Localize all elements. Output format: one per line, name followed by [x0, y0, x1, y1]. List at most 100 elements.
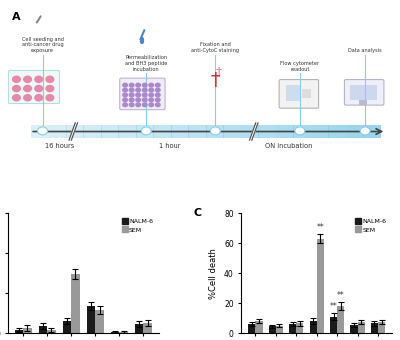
Bar: [350, 85, 377, 100]
Circle shape: [129, 83, 134, 87]
Circle shape: [35, 85, 42, 91]
Circle shape: [149, 103, 154, 107]
Circle shape: [136, 103, 140, 107]
Bar: [111, 332, 119, 333]
Bar: [317, 239, 324, 333]
Circle shape: [13, 85, 20, 91]
Circle shape: [295, 127, 305, 135]
Circle shape: [149, 93, 154, 97]
Bar: [258, 125, 276, 138]
Circle shape: [24, 76, 32, 82]
Bar: [71, 274, 80, 333]
Circle shape: [123, 88, 128, 92]
Bar: [119, 332, 128, 333]
Bar: [143, 323, 152, 333]
Circle shape: [13, 95, 20, 101]
Circle shape: [142, 88, 147, 92]
Circle shape: [141, 127, 151, 135]
Circle shape: [136, 88, 140, 92]
Bar: [66, 125, 84, 138]
Bar: [328, 125, 346, 138]
Circle shape: [149, 88, 154, 92]
Bar: [118, 125, 137, 138]
Bar: [84, 125, 102, 138]
Text: Flow cytometer
readout: Flow cytometer readout: [280, 61, 320, 72]
Bar: [296, 323, 304, 333]
Circle shape: [142, 98, 147, 102]
Circle shape: [35, 95, 42, 101]
Circle shape: [24, 85, 32, 91]
Circle shape: [156, 93, 160, 97]
Text: **: **: [316, 223, 324, 232]
Circle shape: [142, 83, 147, 87]
Circle shape: [129, 93, 134, 97]
Text: †: †: [210, 71, 220, 90]
Text: C: C: [193, 208, 201, 218]
Bar: [337, 306, 344, 333]
Bar: [359, 100, 367, 105]
Circle shape: [46, 76, 54, 82]
Bar: [63, 321, 71, 333]
Text: 16 hours: 16 hours: [45, 143, 74, 149]
Text: 1 hour: 1 hour: [158, 143, 180, 149]
Bar: [101, 125, 119, 138]
Bar: [171, 125, 189, 138]
Circle shape: [142, 103, 147, 107]
Legend: NALM-6, SEM: NALM-6, SEM: [353, 216, 389, 235]
Bar: [48, 125, 67, 138]
Bar: [95, 310, 104, 333]
Bar: [350, 325, 358, 333]
Circle shape: [136, 83, 140, 87]
Circle shape: [210, 127, 220, 135]
Circle shape: [35, 76, 42, 82]
Bar: [378, 322, 385, 333]
Circle shape: [149, 98, 154, 102]
Bar: [153, 125, 172, 138]
Text: Fixation and
anti-CytoC staining: Fixation and anti-CytoC staining: [191, 42, 239, 53]
Bar: [87, 306, 95, 333]
Bar: [188, 125, 206, 138]
Bar: [302, 88, 311, 98]
Circle shape: [38, 127, 48, 135]
Bar: [47, 330, 56, 333]
Circle shape: [24, 95, 32, 101]
Circle shape: [123, 98, 128, 102]
Circle shape: [156, 98, 160, 102]
Bar: [371, 323, 378, 333]
Bar: [31, 125, 49, 138]
FancyBboxPatch shape: [279, 80, 319, 108]
Text: Cell seeding and
anti-cancer drug
exposure: Cell seeding and anti-cancer drug exposu…: [22, 37, 64, 53]
Text: A: A: [12, 12, 20, 21]
Bar: [248, 324, 256, 333]
Bar: [269, 326, 276, 333]
Bar: [276, 326, 283, 333]
Circle shape: [149, 83, 154, 87]
Text: ON incubation: ON incubation: [265, 143, 312, 149]
Circle shape: [142, 93, 147, 97]
Circle shape: [129, 88, 134, 92]
Bar: [293, 125, 311, 138]
Bar: [256, 321, 262, 333]
Bar: [135, 324, 143, 333]
Bar: [330, 317, 337, 333]
Circle shape: [156, 103, 160, 107]
Text: Permeabilization
and BH3 peptide
incubation: Permeabilization and BH3 peptide incubat…: [125, 55, 168, 72]
Circle shape: [13, 76, 20, 82]
Bar: [289, 324, 296, 333]
Bar: [363, 125, 381, 138]
Bar: [241, 125, 259, 138]
Circle shape: [123, 93, 128, 97]
Bar: [206, 125, 224, 138]
Bar: [310, 125, 329, 138]
Circle shape: [129, 103, 134, 107]
Legend: NALM-6, SEM: NALM-6, SEM: [120, 216, 156, 235]
Circle shape: [360, 127, 370, 135]
Circle shape: [46, 85, 54, 91]
Bar: [15, 330, 23, 333]
Text: **: **: [337, 291, 344, 300]
Circle shape: [129, 98, 134, 102]
Bar: [310, 321, 317, 333]
Bar: [346, 125, 364, 138]
Bar: [286, 85, 300, 101]
Bar: [358, 322, 365, 333]
